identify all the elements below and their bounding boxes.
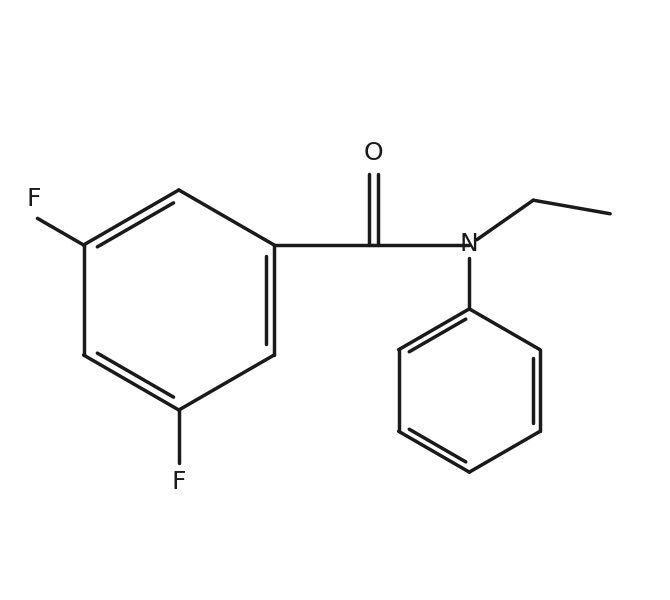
Text: O: O xyxy=(364,142,383,166)
Text: F: F xyxy=(27,187,41,211)
Text: F: F xyxy=(172,470,186,494)
Text: N: N xyxy=(460,232,478,256)
